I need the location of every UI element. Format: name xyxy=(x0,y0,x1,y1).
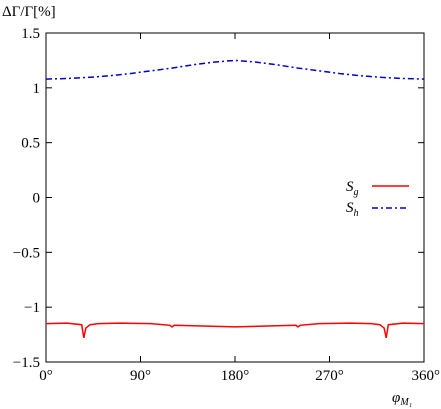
x-tick-label: 270° xyxy=(315,368,344,384)
y-tick-label: −1.5 xyxy=(13,355,40,371)
series-line-sh xyxy=(45,59,425,80)
legend-entry-sg-label: Sg xyxy=(346,179,359,198)
y-tick-label: 1.5 xyxy=(21,26,40,42)
x-axis-label-sub: M₁ xyxy=(399,397,412,408)
x-tick-label: 0° xyxy=(39,368,53,384)
legend: Sg Sh xyxy=(346,179,409,219)
x-tick-label: 90° xyxy=(130,368,151,384)
y-tick-label: 0.5 xyxy=(21,136,40,152)
y-axis-label: ΔΓ/Γ[%] xyxy=(2,4,56,20)
y-tick-label: −1 xyxy=(24,300,40,316)
axis-ticks: 1.5 1 0.5 0 −0.5 −1 −1.50° 90° 180° 270° 360° xyxy=(13,26,440,384)
series-layer xyxy=(45,59,425,339)
series-line-sg xyxy=(45,322,425,339)
plot-frame xyxy=(45,32,425,363)
y-tick-label: 0 xyxy=(33,191,41,207)
y-tick-label: 1 xyxy=(33,81,41,97)
x-axis-label-main: φ xyxy=(392,390,400,406)
legend-entry-sh-label: Sh xyxy=(346,200,359,219)
x-tick-label: 180° xyxy=(221,368,250,384)
y-tick-label: −0.5 xyxy=(13,245,40,261)
x-tick-label: 360° xyxy=(412,368,441,384)
x-axis-label: φM₁ xyxy=(392,390,412,408)
